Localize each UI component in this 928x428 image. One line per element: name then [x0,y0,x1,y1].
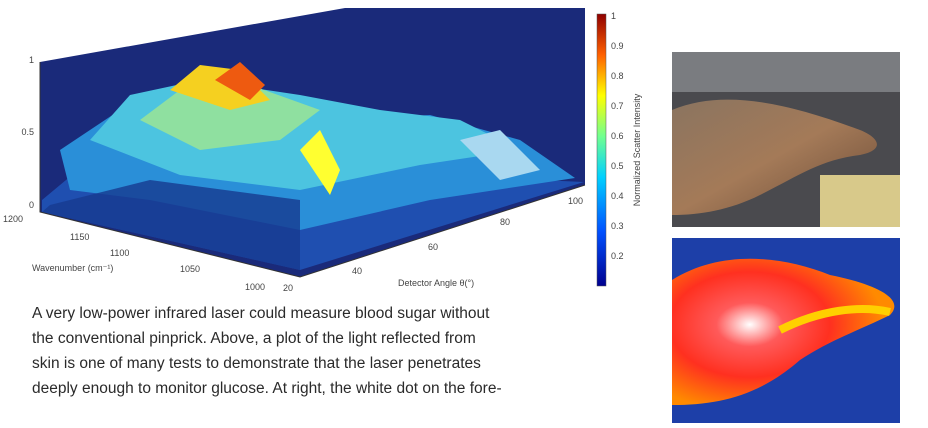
thermal-photo [672,238,900,423]
body: {"figure": { "plot": { "z_ticks": ["1", … [0,0,928,423]
x-tick-label: 1200 [3,214,23,224]
colorbar-tick-label: 0.2 [611,251,624,261]
colorbar-tick-label: 0.8 [611,71,624,81]
colorbar-tick-label: 0.9 [611,41,624,51]
x-tick-label: 1100 [110,248,129,258]
z-tick-label: 0 [29,200,34,210]
colorbar-tick-label: 0.7 [611,101,624,111]
caption-line: the conventional pinprick. Above, a plot… [32,330,476,347]
colorbar-tick-label: 0.5 [611,161,624,171]
z-tick-label: 0.5 [21,127,34,137]
y-axis-label: Detector Angle θ(°) [398,278,474,288]
figure: 1 0.5 0 1200 1150 1100 1050 1000 Wavenum… [0,0,928,423]
colorbar [597,14,606,286]
caption-line: A very low-power infrared laser could me… [32,305,490,322]
x-axis-label: Wavenumber (cm⁻¹) [32,263,113,273]
y-tick-label: 100 [568,196,583,206]
colorbar-tick-label: 0.6 [611,131,624,141]
y-tick-label: 60 [428,242,438,252]
x-tick-label: 1150 [70,232,89,242]
colorbar-tick-label: 0.4 [611,191,624,201]
caption-line: skin is one of many tests to demonstrate… [32,355,481,372]
y-tick-label: 20 [283,283,293,293]
colorbar-tick-label: 1 [611,11,616,21]
z-tick-label: 1 [29,55,34,65]
hand-photo [672,52,900,227]
x-tick-label: 1000 [245,282,265,292]
colorbar-label: Normalized Scatter Intensity [632,93,642,206]
caption-line: deeply enough to monitor glucose. At rig… [32,380,502,397]
y-tick-label: 40 [352,266,362,276]
colorbar-tick-label: 0.3 [611,221,624,231]
page: body { margin: 0; width: 928px; height: … [0,0,928,423]
x-tick-label: 1050 [180,264,200,274]
y-tick-label: 80 [500,217,510,227]
